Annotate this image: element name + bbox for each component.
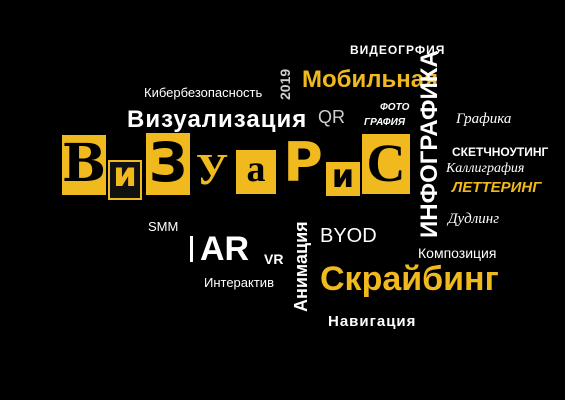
logo-tile-8 [362, 134, 410, 194]
word-year: 2019 [277, 68, 293, 100]
word-visualization: Визуализация [127, 106, 308, 133]
word-scribing: Скрайбинг [320, 260, 499, 298]
logo-letter-6: Р [283, 131, 323, 194]
logo-letter-2: и [113, 155, 137, 195]
logo-tile-2 [108, 160, 142, 200]
logo-tile-5 [236, 150, 276, 194]
logo-tile-7 [326, 162, 360, 196]
word-doodling: Дудлинг [448, 211, 500, 227]
word-videography: ВИДЕОГРФИЯ [350, 43, 446, 57]
logo-tile-1 [62, 135, 106, 195]
logo-letter-3: З [148, 131, 188, 194]
word-smm: SMM [148, 219, 179, 234]
word-photo: ФОТО [380, 102, 410, 113]
word-calligraphy: Каллиграфия [446, 161, 525, 176]
word-infographics: ИНФОГРАФИКА [416, 50, 443, 238]
logo-letter-1: В [62, 133, 106, 194]
word-byod: BYOD [320, 225, 377, 247]
word-navigation: Навигация [328, 313, 417, 330]
logo-letter-8: С [366, 133, 406, 193]
logo-tile-3 [146, 133, 190, 195]
word-sketchnoting: СКЕТЧНОУТИНГ [452, 145, 549, 159]
word-qr: QR [318, 107, 345, 127]
word-composition: Композиция [418, 245, 497, 261]
word-mobile: Мобильная [302, 66, 439, 93]
word-cybersecurity: Кибербезопасность [144, 85, 263, 100]
word-lettering: ЛЕТТЕРИНГ [452, 179, 542, 196]
ar-divider [190, 236, 193, 262]
word-vr: VR [264, 251, 284, 267]
word-ar: AR [200, 230, 250, 268]
word-grafia: ГРАФИЯ [364, 117, 406, 128]
logo-letter-4: У [195, 145, 229, 194]
word-graphics: Графика [456, 111, 512, 127]
word-interactive: Интерактив [204, 275, 274, 290]
logo-letter-7: и [331, 157, 355, 195]
logo-letter-5: а [246, 148, 266, 190]
word-animation: Анимация [291, 221, 311, 312]
